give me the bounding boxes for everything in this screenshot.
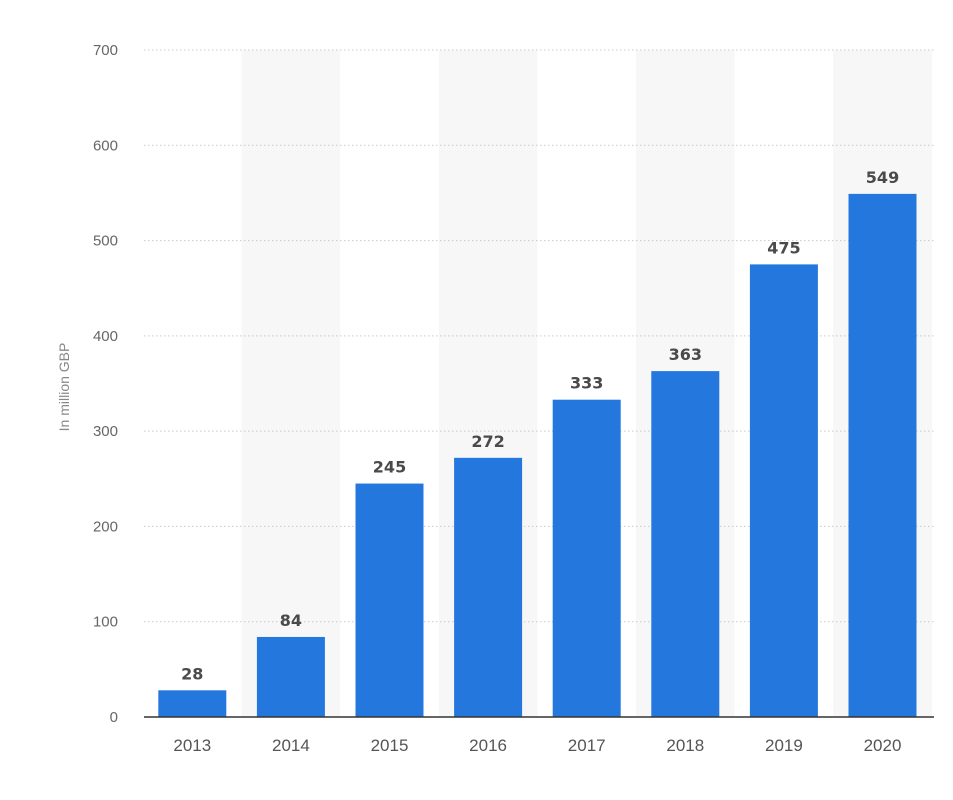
data-label-2014: 84	[280, 611, 302, 630]
bar-2020	[848, 193, 917, 718]
y-tick-label-600: 600	[93, 137, 118, 154]
y-tick-label-500: 500	[93, 233, 118, 250]
x-tick-label-2019: 2019	[765, 736, 803, 755]
x-tick-label-2013: 2013	[173, 736, 211, 755]
bar-2018	[651, 371, 720, 717]
y-tick-label-400: 400	[93, 328, 118, 345]
x-tick-label-2018: 2018	[666, 736, 704, 755]
data-label-2017: 333	[570, 374, 603, 393]
data-label-2013: 28	[181, 664, 203, 683]
x-axis-ticks: 2013 2014 2015 2016 2017 2018 2019 2020	[173, 736, 901, 755]
bars	[158, 193, 917, 718]
data-label-2015: 245	[373, 458, 406, 477]
y-tick-label-0: 0	[110, 709, 118, 726]
x-tick-label-2014: 2014	[272, 736, 310, 755]
x-tick-label-2020: 2020	[864, 736, 902, 755]
x-tick-label-2017: 2017	[568, 736, 606, 755]
bar-2016	[454, 457, 523, 717]
y-axis-title: In million GBP	[56, 343, 72, 432]
column-band-2014	[241, 50, 341, 717]
y-tick-label-300: 300	[93, 423, 118, 440]
bar-2013	[158, 690, 227, 717]
data-label-2019: 475	[767, 238, 800, 257]
bar-2019	[749, 264, 818, 717]
x-tick-label-2015: 2015	[371, 736, 409, 755]
y-tick-label-100: 100	[93, 614, 118, 631]
bar-2014	[256, 636, 325, 717]
data-label-2016: 272	[471, 432, 504, 451]
bar-2017	[552, 399, 621, 717]
y-axis-ticks: 0 100 200 300 400 500 600 700	[93, 42, 118, 726]
bar-2015	[355, 483, 424, 717]
data-labels: 28 84 245 272 333 363 475 549	[181, 168, 899, 683]
data-label-2020: 549	[866, 168, 899, 187]
data-label-2018: 363	[669, 345, 702, 364]
y-tick-label-200: 200	[93, 518, 118, 535]
y-tick-label-700: 700	[93, 42, 118, 59]
x-tick-label-2016: 2016	[469, 736, 507, 755]
